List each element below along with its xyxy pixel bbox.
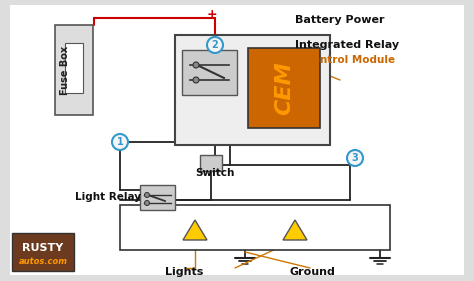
Text: Battery Power: Battery Power — [295, 15, 384, 25]
Text: Lights: Lights — [165, 267, 203, 277]
Bar — [55, 25, 93, 115]
Circle shape — [145, 201, 149, 205]
Bar — [248, 48, 320, 128]
Bar — [182, 50, 237, 95]
Text: autos.com: autos.com — [18, 257, 67, 266]
Circle shape — [193, 77, 199, 83]
Text: 1: 1 — [117, 137, 123, 147]
Text: 2: 2 — [211, 40, 219, 50]
Circle shape — [145, 192, 149, 198]
Text: Ground: Ground — [290, 267, 336, 277]
Bar — [12, 233, 74, 271]
Text: RUSTY: RUSTY — [22, 243, 64, 253]
Circle shape — [112, 134, 128, 150]
Polygon shape — [183, 220, 207, 240]
Circle shape — [207, 37, 223, 53]
Text: Switch: Switch — [195, 168, 234, 178]
Text: Integrated Relay: Integrated Relay — [295, 40, 399, 50]
Text: Light Relay: Light Relay — [75, 192, 141, 202]
Bar — [65, 43, 83, 93]
Bar — [200, 155, 222, 171]
Text: Control Module: Control Module — [305, 55, 395, 65]
Text: 3: 3 — [352, 153, 358, 163]
Text: +: + — [207, 8, 217, 22]
Text: Fuse Box: Fuse Box — [60, 46, 70, 95]
Bar — [140, 185, 175, 210]
Circle shape — [347, 150, 363, 166]
Bar — [175, 35, 330, 145]
Bar — [120, 205, 390, 250]
Text: CEM: CEM — [274, 61, 294, 115]
Circle shape — [193, 62, 199, 68]
Polygon shape — [283, 220, 307, 240]
